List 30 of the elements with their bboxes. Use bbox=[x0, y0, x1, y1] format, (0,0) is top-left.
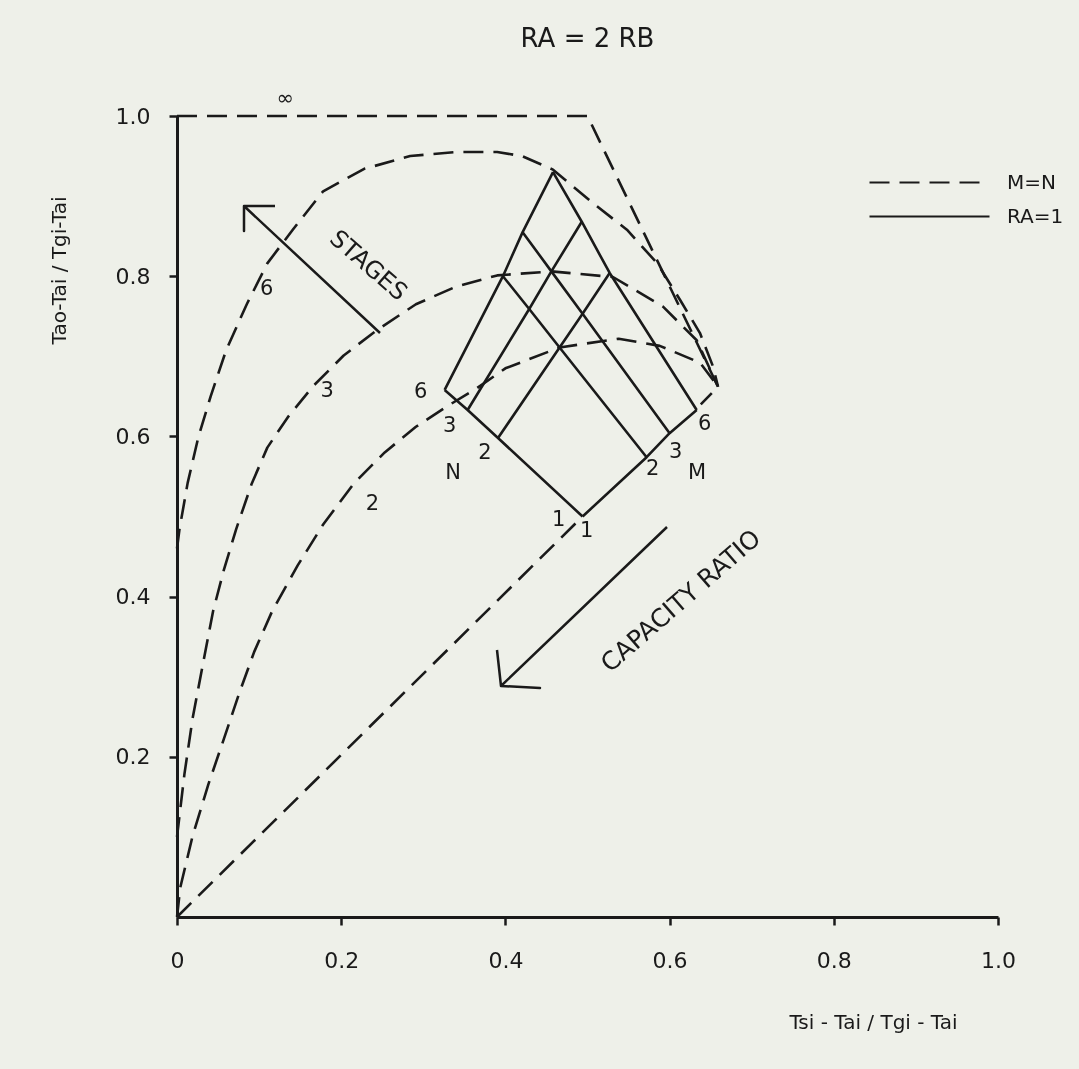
annotation: M bbox=[687, 460, 707, 484]
annotation: 1 bbox=[579, 517, 594, 542]
annotation: 2 bbox=[645, 456, 660, 481]
annotation: 3 bbox=[320, 377, 334, 402]
annotation: N bbox=[445, 460, 461, 484]
text: M=N bbox=[1007, 169, 1056, 194]
annotation: 6 bbox=[413, 378, 428, 403]
annotation: 2 bbox=[365, 490, 380, 515]
x-tick-label: 0.2 bbox=[324, 947, 360, 973]
chart-title: RA = 2 RB bbox=[520, 23, 655, 53]
y-tick-label: 0.8 bbox=[115, 263, 151, 289]
annotation: 6 bbox=[698, 410, 712, 435]
annotation: ∞ bbox=[276, 86, 295, 110]
x-tick-label: 0 bbox=[170, 947, 185, 973]
x-axis-title: Tsi - Tai / Tgi - Tai bbox=[788, 1009, 958, 1034]
y-axis-title: Tao-Tai / Tgi-Tai bbox=[46, 196, 71, 346]
text: RA=1 bbox=[1007, 203, 1064, 228]
x-tick-label: 0.8 bbox=[816, 947, 852, 973]
y-tick-label: 0.4 bbox=[115, 584, 151, 610]
annotation: 2 bbox=[478, 440, 492, 464]
y-tick-label: 1.0 bbox=[115, 103, 151, 129]
y-tick-label: 0.2 bbox=[115, 744, 151, 770]
annotation: 6 bbox=[260, 276, 274, 301]
annotation: 3 bbox=[668, 439, 683, 464]
annotation: 1 bbox=[551, 506, 566, 531]
annotation: 3 bbox=[442, 412, 457, 437]
x-tick-label: 0.6 bbox=[652, 947, 688, 973]
y-tick-label: 0.6 bbox=[115, 423, 151, 449]
x-tick-label: 1.0 bbox=[981, 947, 1016, 973]
x-tick-label: 0.4 bbox=[488, 947, 524, 973]
